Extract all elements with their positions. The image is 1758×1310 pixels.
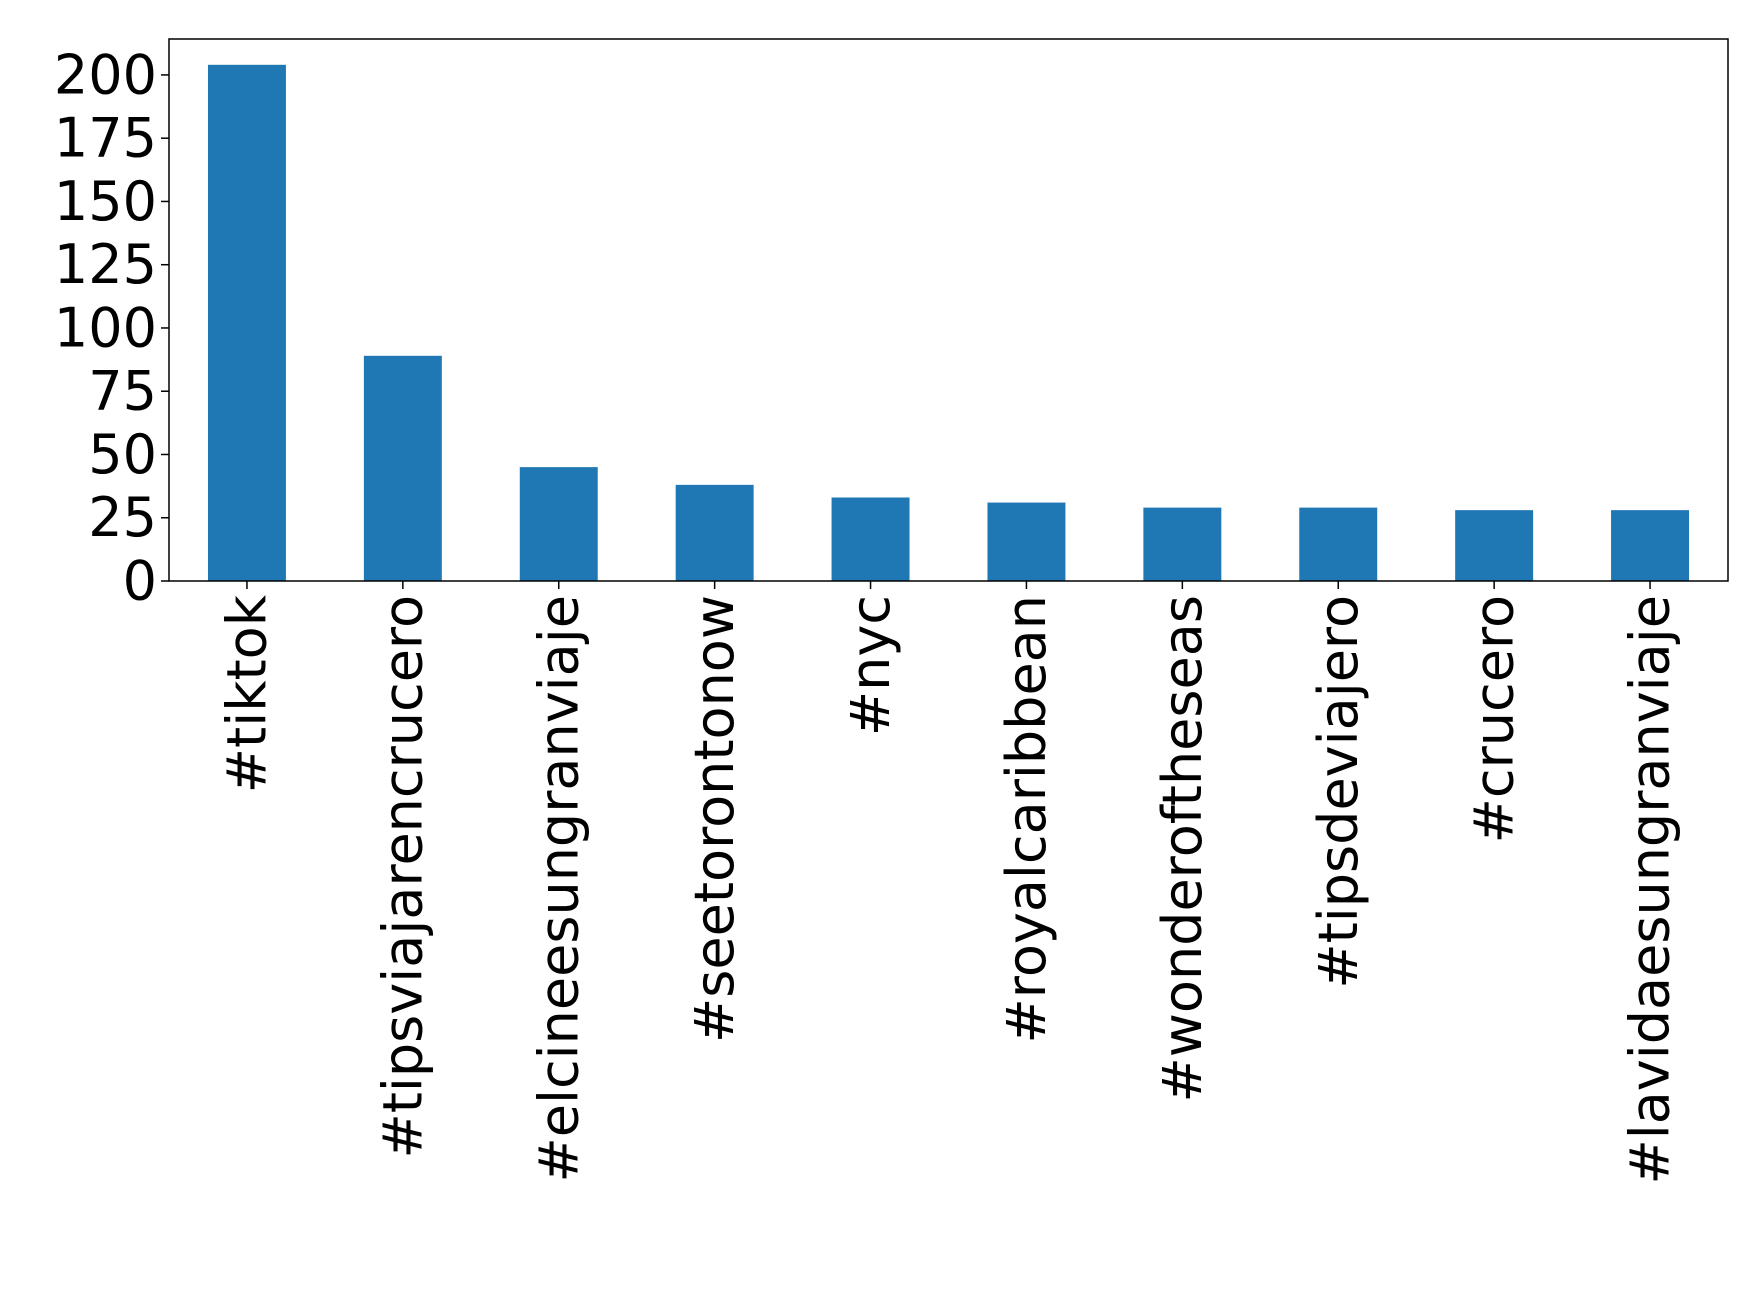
bar	[831, 497, 910, 581]
y-tick-label: 100	[54, 296, 157, 359]
bar	[363, 355, 442, 581]
y-tick-label: 25	[88, 486, 157, 549]
bar	[987, 502, 1066, 581]
x-tick-label: #lavidaesungranviaje	[1619, 595, 1682, 1185]
x-tick-label: #tipsdeviajero	[1307, 595, 1370, 989]
y-tick-label: 0	[123, 550, 157, 613]
x-tick-label: #crucero	[1463, 595, 1526, 843]
bar	[675, 484, 754, 581]
x-tick-label: #royalcaribbean	[995, 595, 1058, 1043]
y-tick-label: 125	[54, 233, 157, 296]
bar	[1143, 507, 1222, 581]
x-tick-label: #wonderoftheseas	[1151, 595, 1214, 1103]
plot-frame	[168, 38, 1729, 582]
y-tick-label: 75	[88, 360, 157, 423]
x-tick-label: #nyc	[839, 595, 902, 736]
bar	[1299, 507, 1378, 581]
y-tick-label: 200	[54, 43, 157, 106]
bar	[1611, 510, 1690, 581]
y-tick-label: 175	[54, 107, 157, 170]
x-tick-label: #tipsviajarencrucero	[371, 595, 434, 1159]
bar	[519, 467, 598, 581]
x-tick-label: #tiktok	[215, 594, 278, 793]
x-tick-label: #elcineesungranviaje	[527, 595, 590, 1183]
bar	[207, 64, 286, 582]
x-tick-label: #seetorontonow	[683, 595, 746, 1043]
y-tick-label: 150	[54, 170, 157, 233]
bar	[1455, 510, 1534, 581]
y-tick-label: 50	[88, 423, 157, 486]
